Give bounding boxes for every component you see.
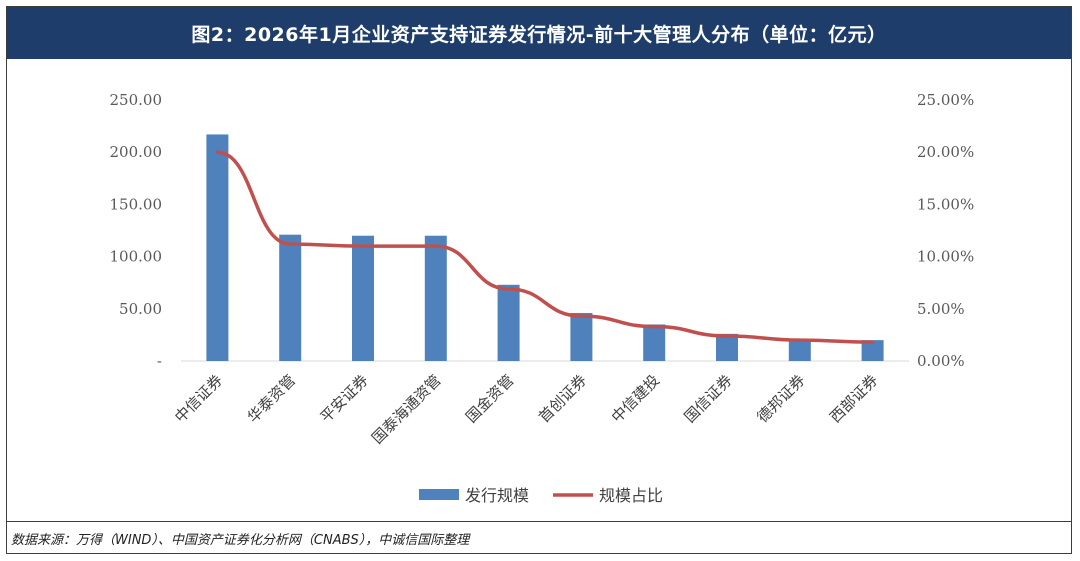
left-tick-label: 250.00 (110, 91, 163, 109)
right-tick-label: 20.00% (917, 143, 974, 161)
legend-swatch-bar (419, 489, 459, 500)
source-note: 数据来源：万得（WIND）、中国资产证券化分析网（CNABS），中诚信国际整理 (7, 521, 1071, 554)
category-label: 德邦证券 (753, 371, 808, 426)
left-tick-label: 100.00 (110, 248, 163, 266)
bar (861, 340, 884, 361)
line-point (871, 340, 875, 344)
figure-frame: 图2：2026年1月企业资产支持证券发行情况-前十大管理人分布（单位：亿元） -… (6, 6, 1072, 554)
category-label: 首创证券 (535, 371, 590, 426)
category-label: 国信证券 (681, 371, 736, 426)
line-point (215, 150, 219, 154)
bar (570, 312, 593, 361)
category-label: 国泰海通资管 (368, 371, 444, 447)
line-point (288, 242, 292, 246)
legend-label: 规模占比 (599, 486, 663, 505)
bar (716, 333, 738, 361)
bar (643, 324, 666, 361)
line-point (652, 325, 656, 329)
figure-title: 图2：2026年1月企业资产支持证券发行情况-前十大管理人分布（单位：亿元） (7, 7, 1071, 59)
line-point (507, 287, 511, 291)
bar (279, 234, 302, 361)
line-point (361, 244, 365, 248)
category-label: 中信建投 (608, 371, 663, 426)
right-tick-label: 10.00% (917, 248, 974, 266)
left-tick-label: 150.00 (110, 195, 163, 213)
line-point (798, 338, 802, 342)
right-tick-label: 5.00% (917, 300, 965, 318)
line-point (434, 244, 438, 248)
right-tick-label: 25.00% (917, 91, 974, 109)
line-point (725, 334, 729, 338)
chart-area: - 50.00 100.00 150.00 200.00 250.00 0.00% 5.00%… (7, 59, 1071, 521)
legend-label: 发行规模 (465, 486, 529, 505)
right-tick-label: 0.00% (917, 352, 965, 370)
left-tick-label: - (157, 352, 162, 370)
right-tick-label: 15.00% (917, 195, 974, 213)
bar (352, 235, 374, 361)
bar (424, 235, 447, 361)
left-tick-label: 200.00 (110, 143, 163, 161)
category-label: 中信证券 (171, 371, 226, 426)
category-label: 国金资管 (462, 371, 517, 426)
category-label: 华泰资管 (244, 371, 299, 426)
series-line (215, 150, 875, 344)
bar (497, 284, 520, 361)
line-point (579, 314, 583, 318)
combo-chart: - 50.00 100.00 150.00 200.00 250.00 0.00% 5.00%… (110, 91, 975, 505)
bar (788, 339, 811, 361)
category-label: 西部证券 (826, 371, 881, 426)
left-tick-label: 50.00 (119, 300, 162, 318)
category-label: 平安证券 (317, 371, 372, 426)
bar (206, 134, 229, 361)
